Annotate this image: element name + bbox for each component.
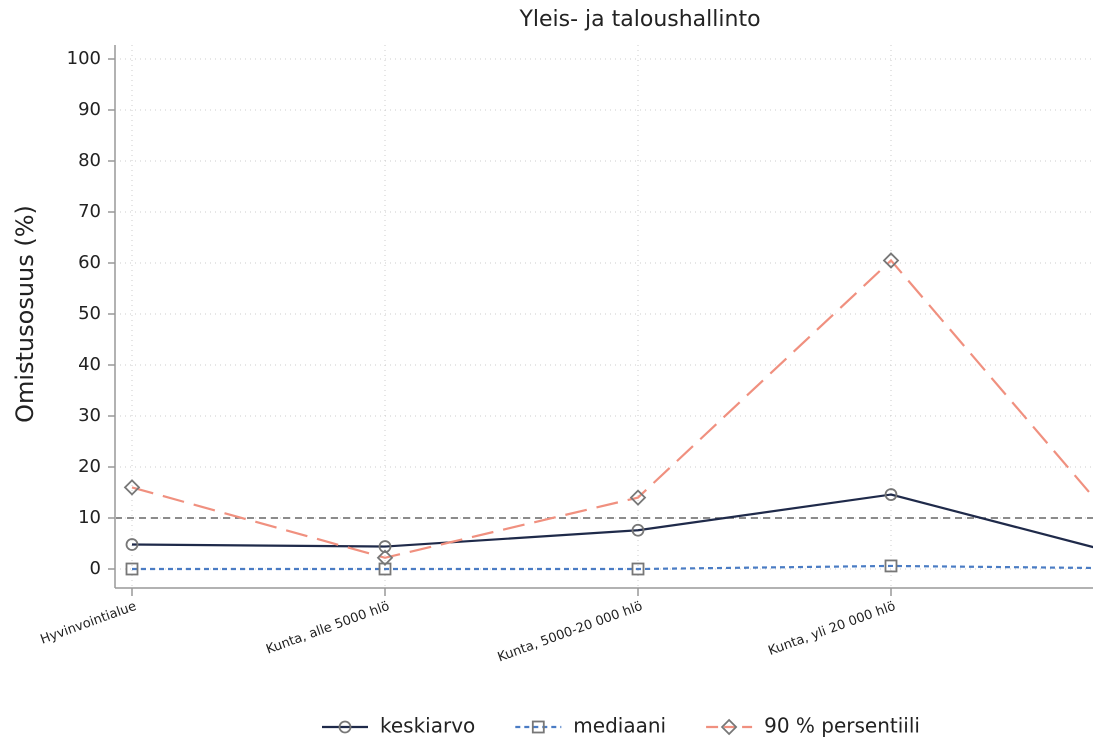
y-axis-label: Omistusosuus (%) [11, 205, 39, 423]
legend-label: 90 % persentiili [764, 714, 920, 738]
chart-title: Yleis- ja taloushallinto [518, 7, 760, 32]
y-tick-label: 70 [78, 201, 101, 222]
marker [884, 488, 898, 501]
marker [720, 718, 738, 736]
y-tick-label: 100 [67, 48, 101, 69]
marker [123, 479, 141, 496]
y-tick-label: 30 [78, 405, 101, 426]
marker [378, 562, 392, 576]
legend-label: keskiarvo [380, 714, 475, 738]
y-tick-label: 50 [78, 303, 101, 324]
legend-label: mediaani [573, 714, 666, 738]
marker [378, 540, 392, 553]
marker [631, 523, 645, 537]
plot-area [116, 45, 1093, 588]
marker [631, 562, 645, 576]
y-tick-label: 60 [78, 252, 101, 273]
x-tick-label: Hyvinvointialue [38, 599, 138, 648]
y-tick-label: 20 [78, 456, 101, 477]
y-tick-label: 80 [78, 150, 101, 171]
series-line [131, 258, 1093, 559]
marker [376, 549, 394, 567]
legend: keskiarvo mediaani 90 % persentiili [322, 714, 920, 738]
y-tick-label: 0 [90, 558, 101, 579]
marker [125, 562, 139, 576]
series-line [132, 564, 1093, 571]
marker [531, 720, 545, 734]
x-tick-label: Kunta, yli 20 000 hlö [766, 599, 897, 659]
x-tick-label: Kunta, 5000-20 000 hlö [496, 599, 645, 665]
series-line [131, 493, 1093, 549]
marker [882, 252, 900, 269]
marker [125, 538, 139, 551]
x-tick-label: Kunta, alle 5000 hlö [264, 599, 391, 658]
y-tick-label: 40 [78, 354, 101, 375]
y-tick-label: 10 [78, 507, 101, 528]
y-tick-label: 90 [78, 99, 101, 120]
marker [884, 559, 898, 573]
marker [338, 720, 352, 734]
marker [629, 489, 647, 506]
